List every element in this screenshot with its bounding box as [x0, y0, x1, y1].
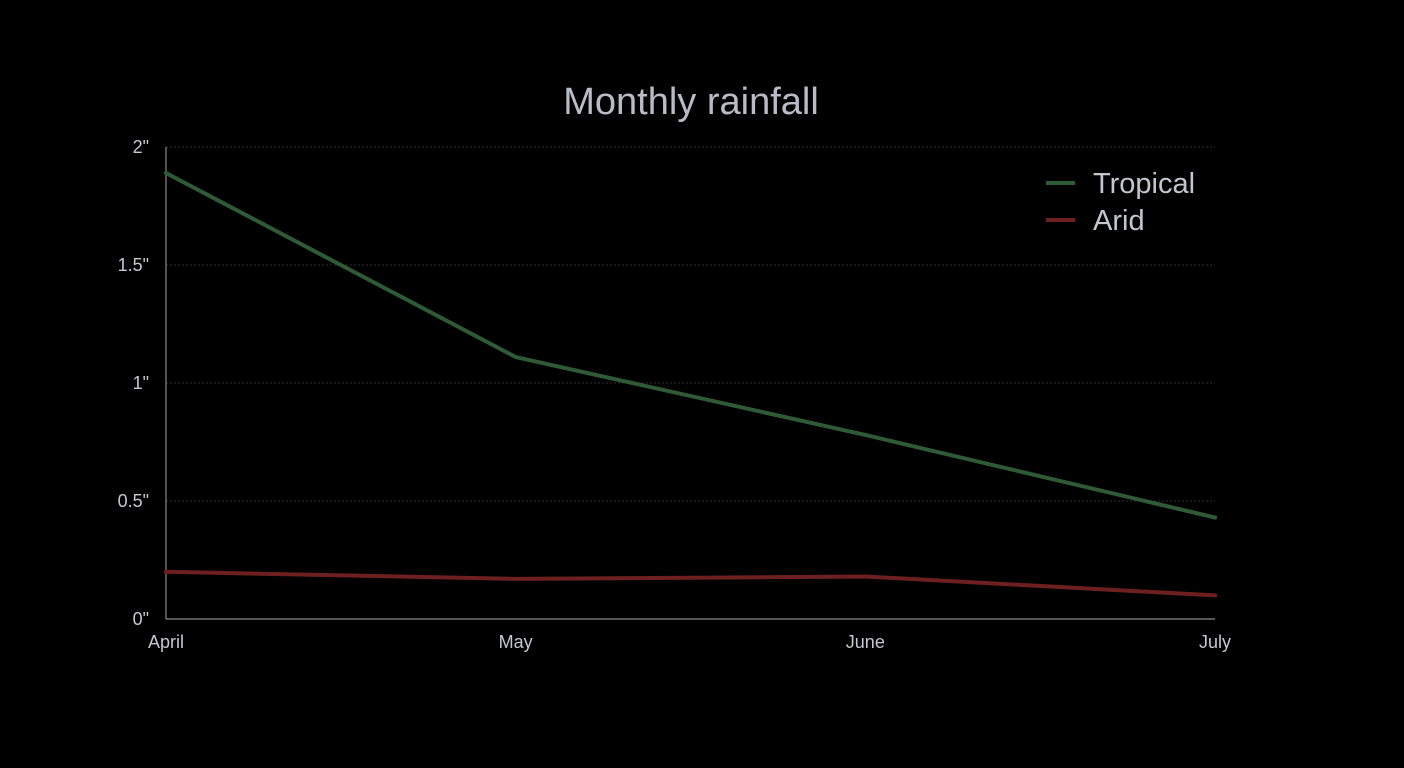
data-point-arid: [1213, 593, 1217, 598]
y-tick-label: 1.5": [118, 255, 149, 275]
legend: Tropical Arid: [1046, 168, 1195, 237]
data-point-tropical: [1213, 515, 1217, 520]
data-point-tropical: [513, 355, 518, 360]
x-tick-labels: April May June July: [148, 632, 1231, 652]
x-tick-label: June: [846, 632, 885, 652]
data-point-arid: [164, 569, 168, 574]
y-tick-label: 1": [133, 373, 149, 393]
series-line-arid: [164, 569, 1217, 598]
data-point-arid: [863, 574, 868, 579]
gridlines: [166, 146, 1215, 502]
x-tick-label: April: [148, 632, 184, 652]
x-tick-label: May: [499, 632, 533, 652]
y-tick-label: 0.5": [118, 491, 149, 511]
data-point-arid: [513, 576, 518, 581]
y-tick-labels: 0" 0.5" 1" 1.5" 2": [118, 137, 149, 629]
chart-title: Monthly rainfall: [563, 81, 819, 123]
legend-label-arid: Arid: [1093, 205, 1145, 237]
data-point-tropical: [863, 432, 868, 437]
data-point-tropical: [164, 170, 168, 175]
x-tick-label: July: [1199, 632, 1231, 652]
series-line-tropical: [164, 170, 1217, 520]
y-tick-label: 2": [133, 137, 149, 157]
series-lines: [164, 170, 1217, 598]
y-tick-label: 0": [133, 609, 149, 629]
axes: [165, 147, 1215, 620]
legend-label-tropical: Tropical: [1093, 168, 1195, 200]
